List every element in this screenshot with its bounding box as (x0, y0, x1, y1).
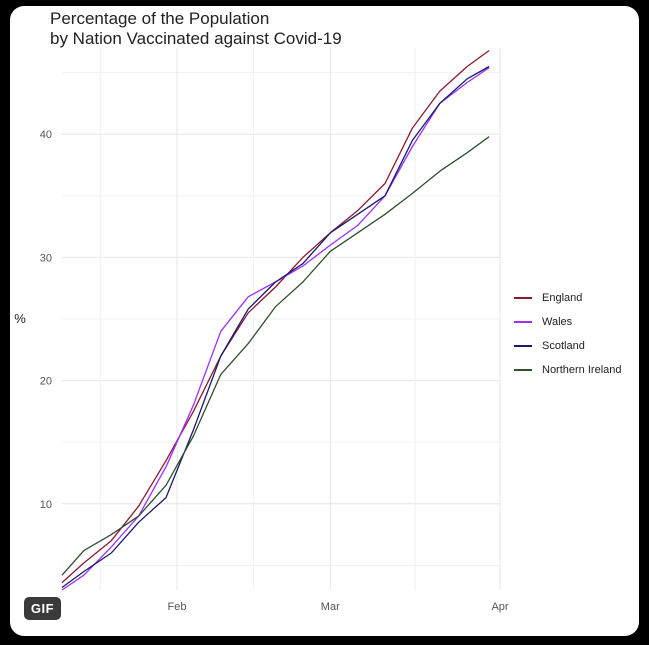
line-chart: 10 20 30 40 Feb Mar Apr% (14, 48, 509, 613)
gif-badge[interactable]: GIF (24, 597, 61, 620)
legend-item: Wales (514, 310, 622, 334)
legend-label: Wales (542, 316, 573, 328)
x-tick-label: Apr (491, 601, 508, 613)
legend-label: Northern Ireland (542, 364, 622, 376)
legend-label: England (542, 292, 583, 304)
y-tick-label: 30 (40, 252, 52, 264)
series-line-england (61, 49, 490, 584)
legend-item: England (514, 286, 622, 310)
chart-title-line-1: Percentage of the Population (50, 9, 270, 28)
legend-label: Scotland (542, 340, 585, 352)
legend-swatch (514, 321, 532, 323)
series-line-scotland (61, 65, 490, 589)
series-line-wales (61, 67, 490, 591)
legend-item: Scotland (514, 334, 622, 358)
legend-swatch (514, 369, 532, 371)
chart-title-line-2: by Nation Vaccinated against Covid-19 (50, 29, 342, 48)
legend-swatch (514, 297, 532, 299)
legend-item: Northern Ireland (514, 358, 622, 382)
x-tick-label: Feb (167, 601, 186, 613)
y-tick-label: 20 (40, 376, 52, 388)
chart-title: Percentage of the Population by Nation V… (50, 9, 342, 49)
series-line-northern-ireland (61, 136, 490, 576)
legend-swatch (514, 345, 532, 347)
y-tick-label: 40 (40, 129, 52, 141)
y-axis-label: % (14, 311, 26, 326)
chart-legend: England Wales Scotland Northern Ireland (514, 286, 622, 382)
y-tick-label: 10 (40, 499, 52, 511)
x-tick-label: Mar (321, 601, 340, 613)
chart-card: Percentage of the Population by Nation V… (10, 6, 639, 636)
